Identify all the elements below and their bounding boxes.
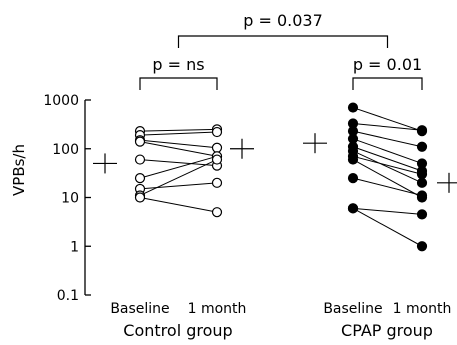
- control-point: [134, 173, 146, 184]
- y-tick-label: 1: [70, 239, 79, 255]
- data-points: [134, 102, 428, 252]
- cpap-point: [416, 141, 428, 152]
- cpap-point: [347, 154, 359, 165]
- within-group-bracket: [352, 77, 423, 90]
- group-label: Control group: [123, 321, 232, 340]
- pair-line: [352, 150, 423, 184]
- category-label: Baseline: [323, 301, 382, 317]
- control-point: [134, 136, 146, 147]
- baseline-summary-marker: [303, 133, 327, 154]
- group-markers: [93, 133, 457, 193]
- pair-line: [139, 155, 218, 179]
- within-group-p-value: p = ns: [152, 55, 204, 74]
- pair-line: [352, 155, 423, 175]
- month-summary-marker: [437, 172, 457, 193]
- cpap-point: [347, 203, 359, 214]
- pair-line: [352, 122, 423, 131]
- significance-brackets: p = ns p = 0.01 p = 0.037: [139, 11, 423, 90]
- pair-line: [139, 182, 218, 190]
- pair-line: [139, 197, 218, 213]
- cpap-point: [416, 190, 428, 201]
- pair-line: [139, 159, 218, 196]
- control-point: [134, 154, 146, 165]
- cpap-point: [416, 209, 428, 220]
- pair-line: [139, 128, 218, 132]
- month-summary-marker: [230, 138, 254, 159]
- between-group-p-value: p = 0.037: [243, 11, 323, 30]
- category-label: Baseline: [110, 301, 169, 317]
- pair-line: [139, 141, 218, 157]
- pair-line: [352, 146, 423, 172]
- cpap-point: [416, 125, 428, 136]
- pair-line: [352, 207, 423, 215]
- control-point: [211, 126, 223, 138]
- y-tick-label: 1000: [43, 93, 79, 109]
- pair-line: [352, 159, 423, 198]
- cpap-point: [416, 169, 428, 180]
- cpap-point: [347, 102, 359, 113]
- control-point: [211, 207, 223, 218]
- pair-line: [352, 107, 423, 132]
- pair-line: [139, 139, 218, 149]
- baseline-summary-marker: [93, 153, 117, 174]
- control-point: [211, 154, 223, 165]
- category-label: 1 month: [188, 301, 247, 317]
- category-label: 1 month: [393, 301, 452, 317]
- y-ticks: 0.1 1 10 100 1000: [43, 93, 91, 304]
- y-tick-label: 100: [52, 142, 79, 158]
- labels: Baseline 1 month Control group Baseline 1 mo…: [110, 301, 451, 340]
- y-tick-label: 0.1: [57, 288, 79, 304]
- pair-lines: [139, 107, 423, 247]
- cpap-point: [416, 241, 428, 252]
- cpap-point: [347, 173, 359, 184]
- pair-line: [139, 131, 218, 136]
- y-tick-label: 10: [61, 191, 79, 207]
- y-axis-title: VPBs/h: [10, 144, 28, 196]
- pair-line: [352, 207, 423, 247]
- between-group-bracket: [177, 35, 389, 48]
- control-point: [134, 192, 146, 203]
- pair-line: [352, 130, 423, 148]
- group-label: CPAP group: [341, 321, 433, 340]
- pair-line: [139, 159, 218, 167]
- pair-line: [352, 138, 423, 164]
- within-group-bracket: [139, 77, 218, 90]
- control-point: [211, 142, 223, 153]
- cpap-point: [416, 177, 428, 188]
- control-point: [211, 177, 223, 188]
- pair-line: [352, 177, 423, 196]
- within-group-p-value: p = 0.01: [353, 55, 422, 74]
